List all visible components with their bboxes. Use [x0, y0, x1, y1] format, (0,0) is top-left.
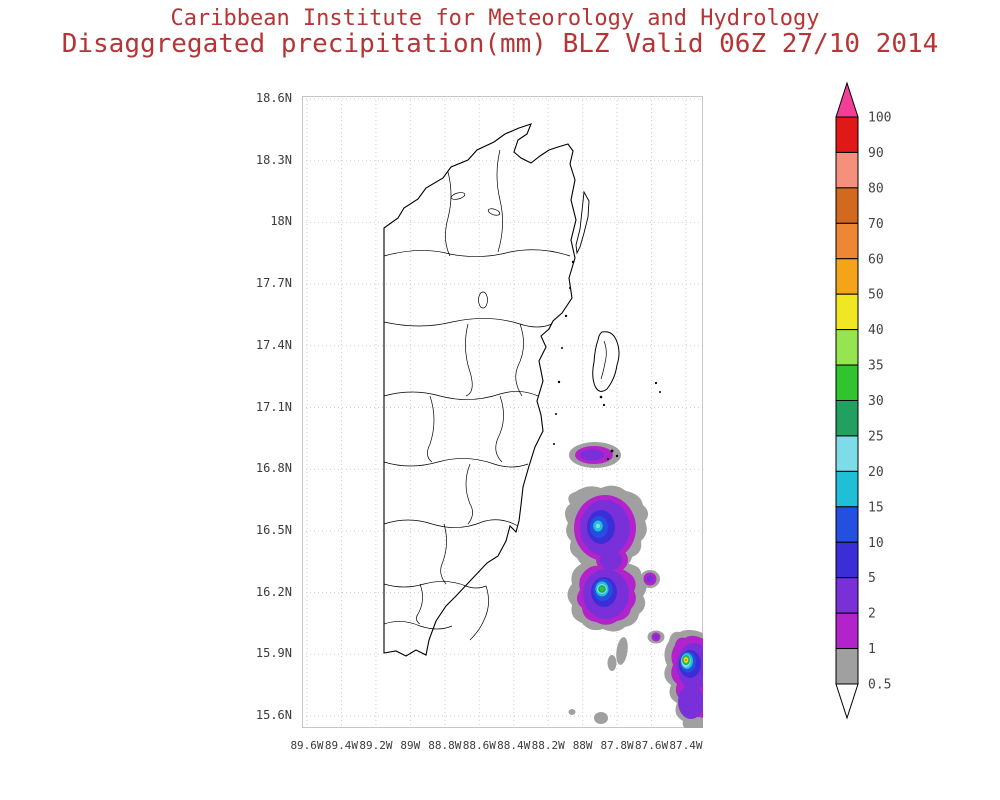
colorbar-level-label: 25	[868, 429, 884, 444]
lat-tick-label: 16.2N	[255, 584, 292, 599]
colorbar-under-arrow	[835, 683, 859, 720]
institute-title: Caribbean Institute for Meteorology and …	[170, 6, 820, 31]
colorbar-level-label: 35	[868, 359, 884, 374]
colorbar-level-label: 0.5	[868, 678, 891, 693]
colorbar-level-label: 40	[868, 323, 884, 338]
precip-shading	[564, 442, 703, 728]
colorbar-segment	[835, 470, 859, 508]
lat-tick-label: 18N	[270, 214, 292, 229]
colorbar-segment	[835, 187, 859, 224]
colorbar-level-label: 60	[868, 252, 884, 267]
colorbar-level-label: 20	[868, 465, 884, 480]
lat-tick-label: 17.4N	[255, 337, 292, 352]
colorbar-segment	[835, 400, 859, 437]
colorbar-over-arrow	[835, 81, 859, 118]
precip-level-60	[684, 658, 688, 662]
longitude-axis: 89.6W 89.4W 89.2W 89W 88.8W 88.6W 88.4W 88.2W 88…	[0, 739, 1000, 759]
colorbar-segment	[835, 151, 859, 189]
lon-tick-label: 87.4W	[669, 739, 703, 752]
lon-tick-label: 88.6W	[462, 739, 496, 752]
colorbar-level-label: 5	[868, 571, 876, 586]
lon-tick-label: 87.8W	[600, 739, 634, 752]
lat-tick-label: 17.7N	[255, 276, 292, 291]
gridlines	[302, 96, 703, 728]
plot-title: Disaggregated precipitation(mm) BLZ Vali…	[61, 29, 939, 59]
lat-tick-label: 16.8N	[255, 461, 292, 476]
colorbar: 100 90 80 70 60 50 40 35 30 25 20 15 10 5 2 1 0.5	[835, 81, 891, 720]
belize-coastline	[383, 123, 577, 657]
lat-tick-label: 15.9N	[255, 646, 292, 661]
offshore-cayes	[450, 190, 661, 461]
colorbar-segment	[835, 329, 859, 366]
colorbar-segment	[835, 258, 859, 295]
lat-tick-label: 16.5N	[255, 522, 292, 537]
belize-map-outline	[383, 123, 661, 657]
lagoon	[450, 192, 466, 200]
lon-tick-label: 88.2W	[531, 739, 565, 752]
lon-tick-label: 88.8W	[428, 739, 462, 752]
colorbar-segment	[835, 222, 859, 260]
colorbar-level-label: 70	[868, 217, 884, 232]
colorbar-level-label: 10	[868, 536, 884, 551]
colorbar-level-label: 90	[868, 146, 884, 161]
lat-tick-label: 17.1N	[255, 399, 292, 414]
lon-tick-label: 89.4W	[324, 739, 359, 752]
lagoon	[478, 291, 488, 309]
lagoon	[487, 208, 501, 216]
caye-dots	[553, 260, 661, 461]
ambergris-caye	[575, 190, 590, 255]
latitude-axis: 18.6N 18.3N 18N 17.7N 17.4N 17.1N 16.8N 16.5N 16…	[218, 0, 292, 800]
lat-tick-label: 18.6N	[255, 91, 292, 105]
colorbar-segment	[835, 506, 859, 543]
colorbar-level-label: 1	[868, 642, 876, 657]
lat-tick-label: 15.6N	[255, 708, 292, 722]
colorbar-level-label: 100	[868, 111, 891, 126]
lat-tick-label: 18.3N	[255, 152, 292, 167]
colorbar-level-label: 2	[868, 607, 876, 622]
colorbar-level-label: 80	[868, 181, 884, 196]
colorbar-segment	[835, 435, 859, 472]
district-boundaries	[383, 149, 571, 641]
turneffe-atoll	[592, 331, 620, 392]
lon-tick-label: 89.2W	[359, 739, 393, 752]
lon-tick-label: 89.6W	[290, 739, 324, 752]
colorbar-segment	[835, 293, 859, 331]
lon-tick-label: 88.4W	[497, 739, 531, 752]
colorbar-level-label: 30	[868, 394, 884, 409]
lon-tick-label: 87.6W	[634, 739, 669, 752]
colorbar-segment	[835, 577, 859, 614]
colorbar-level-label: 50	[868, 288, 884, 303]
colorbar-segment	[835, 364, 859, 401]
colorbar-segment	[835, 541, 859, 579]
colorbar-segment	[835, 648, 859, 685]
colorbar-level-label: 15	[868, 500, 884, 515]
lon-tick-label: 88W	[572, 739, 593, 752]
colorbar-segment	[835, 612, 859, 650]
plot-frame	[302, 96, 703, 728]
lon-tick-label: 89W	[400, 739, 421, 752]
colorbar-segment	[835, 116, 859, 153]
